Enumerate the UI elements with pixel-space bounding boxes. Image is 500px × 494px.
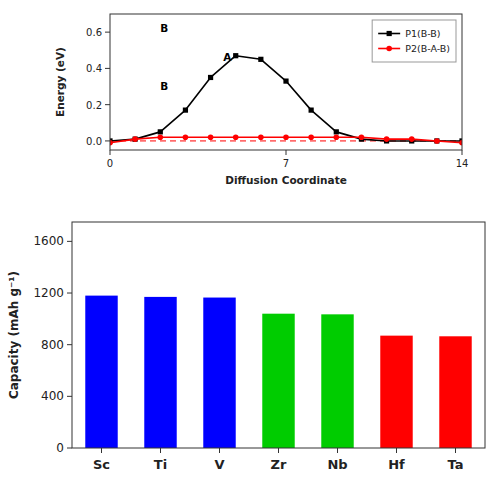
legend-marker bbox=[386, 46, 392, 52]
chart-bar: 0 400 800 1200 1600 Capacity (mAh g⁻¹) Sc Ti V Zr… bbox=[7, 222, 485, 472]
y-tick bbox=[105, 32, 110, 33]
marker bbox=[258, 135, 264, 141]
marker bbox=[208, 75, 213, 80]
marker bbox=[208, 135, 214, 141]
series-line bbox=[110, 56, 462, 141]
bar bbox=[321, 314, 353, 448]
x-tick-label: Ta bbox=[448, 457, 464, 472]
x-tick bbox=[278, 448, 279, 453]
bar bbox=[85, 296, 117, 448]
bar bbox=[380, 336, 412, 448]
x-tick-label: 14 bbox=[456, 158, 469, 169]
marker bbox=[183, 135, 189, 141]
x-tick bbox=[455, 448, 456, 453]
annotation: A bbox=[223, 51, 232, 63]
marker bbox=[384, 136, 390, 142]
plot-frame bbox=[110, 14, 462, 150]
marker bbox=[233, 135, 239, 141]
marker bbox=[409, 136, 415, 142]
y-tick-label: 0.0 bbox=[86, 136, 102, 147]
legend-label: P2(B-A-B) bbox=[405, 43, 450, 54]
legend-label: P1(B-B) bbox=[405, 28, 440, 39]
marker bbox=[434, 138, 439, 143]
bar bbox=[439, 336, 471, 448]
x-tick-label: Zr bbox=[271, 457, 287, 472]
marker bbox=[309, 108, 314, 113]
chart-line: 0.0 0.2 0.4 0.6 Energy (eV) 0 7 14 Diffusion Coo… bbox=[54, 14, 468, 186]
y-tick-label: 400 bbox=[41, 389, 64, 403]
marker bbox=[283, 135, 289, 141]
y-tick bbox=[105, 68, 110, 69]
y-tick-label: 800 bbox=[41, 338, 64, 352]
bar bbox=[144, 297, 176, 448]
y-tick-label: 1200 bbox=[33, 286, 64, 300]
x-tick-label: Sc bbox=[93, 457, 110, 472]
x-tick bbox=[396, 448, 397, 453]
y-tick bbox=[67, 448, 72, 449]
marker bbox=[258, 57, 263, 62]
x-tick-label: 7 bbox=[283, 158, 289, 169]
x-tick-label: Nb bbox=[327, 457, 347, 472]
marker bbox=[434, 138, 440, 144]
x-tick-label: V bbox=[214, 457, 224, 472]
marker bbox=[283, 78, 288, 83]
y-axis-label: Energy (eV) bbox=[54, 47, 66, 117]
y-tick bbox=[67, 293, 72, 294]
x-tick-label: Ti bbox=[154, 457, 167, 472]
y-tick-label: 0.4 bbox=[86, 63, 102, 74]
y-tick bbox=[67, 241, 72, 242]
bar bbox=[262, 314, 294, 448]
chart-svg: 0 400 800 1200 1600 Capacity (mAh g⁻¹) Sc Ti V Zr… bbox=[0, 0, 500, 494]
marker bbox=[359, 135, 365, 141]
y-tick bbox=[105, 140, 110, 141]
annotation: B bbox=[160, 80, 168, 92]
x-tick-label: Hf bbox=[388, 457, 405, 472]
y-tick bbox=[67, 344, 72, 345]
bars bbox=[85, 296, 471, 448]
marker bbox=[334, 129, 339, 134]
plot-area bbox=[110, 53, 462, 145]
x-tick bbox=[337, 448, 338, 453]
marker bbox=[183, 108, 188, 113]
bar bbox=[203, 298, 235, 448]
marker bbox=[308, 135, 314, 141]
y-tick-label: 1600 bbox=[33, 234, 64, 248]
x-tick bbox=[219, 448, 220, 453]
x-tick bbox=[286, 150, 287, 155]
x-tick bbox=[110, 150, 111, 155]
marker bbox=[158, 129, 163, 134]
marker bbox=[157, 135, 163, 141]
x-tick bbox=[462, 150, 463, 155]
x-tick bbox=[160, 448, 161, 453]
x-tick bbox=[101, 448, 102, 453]
y-tick-label: 0.2 bbox=[86, 100, 102, 111]
marker bbox=[333, 135, 339, 141]
legend-marker bbox=[387, 31, 392, 36]
x-tick-label: 0 bbox=[107, 158, 113, 169]
y-tick-label: 0 bbox=[56, 441, 64, 455]
x-axis-label: Diffusion Coordinate bbox=[225, 174, 347, 186]
y-tick bbox=[67, 396, 72, 397]
annotation: B bbox=[160, 22, 168, 34]
legend-box bbox=[372, 20, 456, 62]
marker bbox=[233, 53, 238, 58]
y-tick-label: 0.6 bbox=[86, 27, 102, 38]
legend: P1(B-B) P2(B-A-B) bbox=[372, 20, 456, 62]
marker bbox=[132, 136, 138, 142]
marker bbox=[133, 137, 138, 142]
y-axis-label: Capacity (mAh g⁻¹) bbox=[7, 271, 21, 399]
y-tick bbox=[105, 104, 110, 105]
plot-frame bbox=[72, 222, 485, 448]
